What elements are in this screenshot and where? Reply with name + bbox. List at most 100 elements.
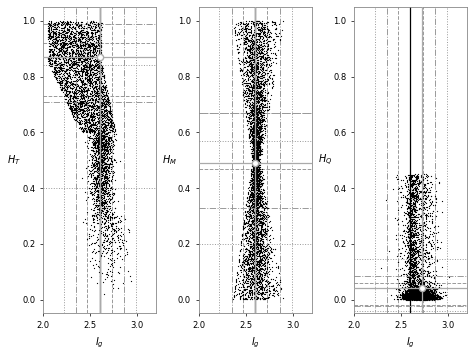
Point bbox=[105, 99, 112, 105]
Point bbox=[92, 137, 100, 143]
Point bbox=[415, 293, 422, 298]
Point bbox=[253, 150, 261, 156]
Point bbox=[252, 236, 260, 242]
Point bbox=[411, 246, 419, 252]
Point bbox=[406, 215, 413, 221]
Point bbox=[246, 264, 254, 270]
Point bbox=[408, 262, 415, 267]
Point bbox=[98, 113, 106, 119]
Point bbox=[407, 293, 415, 298]
Point bbox=[100, 175, 108, 181]
Point bbox=[424, 295, 431, 301]
Point bbox=[100, 190, 108, 196]
Point bbox=[98, 74, 105, 79]
Point bbox=[394, 207, 401, 213]
Point bbox=[234, 49, 241, 55]
Point bbox=[248, 136, 256, 142]
Point bbox=[91, 164, 99, 170]
Point bbox=[255, 292, 263, 297]
Point bbox=[422, 296, 429, 301]
Point bbox=[98, 163, 106, 169]
Point bbox=[414, 187, 422, 192]
Point bbox=[79, 109, 86, 115]
Point bbox=[246, 250, 254, 255]
Point bbox=[249, 146, 256, 152]
Point bbox=[255, 227, 262, 233]
Point bbox=[255, 156, 263, 162]
Point bbox=[258, 139, 265, 145]
Point bbox=[254, 200, 261, 206]
Point bbox=[409, 296, 416, 302]
Point bbox=[410, 294, 417, 300]
Point bbox=[252, 161, 260, 166]
Point bbox=[61, 39, 68, 45]
Point bbox=[266, 47, 273, 52]
Point bbox=[416, 297, 423, 302]
Point bbox=[62, 33, 69, 39]
Point bbox=[84, 134, 92, 140]
Point bbox=[405, 213, 412, 218]
Point bbox=[86, 52, 94, 58]
Point bbox=[251, 20, 259, 25]
Point bbox=[418, 271, 425, 277]
Point bbox=[91, 174, 99, 180]
Point bbox=[84, 125, 92, 131]
Point bbox=[411, 187, 419, 193]
Point bbox=[69, 72, 76, 78]
Point bbox=[245, 69, 253, 74]
Point bbox=[251, 160, 258, 165]
Point bbox=[411, 271, 419, 276]
Point bbox=[410, 226, 418, 231]
Point bbox=[253, 153, 261, 159]
Point bbox=[409, 295, 417, 301]
Point bbox=[407, 190, 414, 195]
Point bbox=[73, 44, 81, 49]
Point bbox=[424, 290, 431, 295]
Point bbox=[62, 41, 70, 47]
Point bbox=[251, 41, 258, 47]
Point bbox=[52, 36, 59, 41]
Point bbox=[269, 72, 277, 77]
Point bbox=[68, 108, 75, 114]
Point bbox=[410, 214, 418, 220]
Point bbox=[408, 288, 416, 294]
Point bbox=[412, 297, 419, 302]
Point bbox=[96, 156, 104, 161]
Point bbox=[76, 100, 83, 106]
Point bbox=[80, 94, 88, 100]
Point bbox=[74, 66, 82, 72]
Point bbox=[252, 178, 259, 184]
Point bbox=[415, 296, 423, 302]
Point bbox=[103, 209, 110, 215]
Point bbox=[92, 67, 100, 73]
Point bbox=[403, 177, 411, 182]
Point bbox=[427, 283, 434, 289]
Point bbox=[405, 276, 412, 281]
Point bbox=[87, 65, 94, 71]
Point bbox=[416, 281, 424, 286]
Point bbox=[423, 294, 430, 300]
Point bbox=[64, 80, 71, 86]
Point bbox=[94, 41, 101, 46]
Point bbox=[401, 296, 408, 302]
Point bbox=[82, 125, 90, 130]
Point bbox=[423, 190, 430, 195]
Point bbox=[242, 98, 250, 104]
Point bbox=[423, 296, 430, 302]
Point bbox=[253, 107, 260, 113]
Point bbox=[250, 215, 258, 221]
Point bbox=[255, 108, 262, 114]
Point bbox=[106, 191, 113, 197]
Point bbox=[413, 295, 421, 300]
Point bbox=[253, 188, 261, 193]
Point bbox=[429, 208, 437, 213]
Point bbox=[425, 296, 432, 301]
Point bbox=[109, 157, 117, 162]
Point bbox=[418, 282, 426, 287]
Point bbox=[418, 296, 426, 302]
Point bbox=[408, 251, 415, 256]
Point bbox=[260, 258, 268, 263]
Point bbox=[90, 114, 97, 119]
Point bbox=[234, 263, 242, 268]
Point bbox=[95, 64, 102, 69]
